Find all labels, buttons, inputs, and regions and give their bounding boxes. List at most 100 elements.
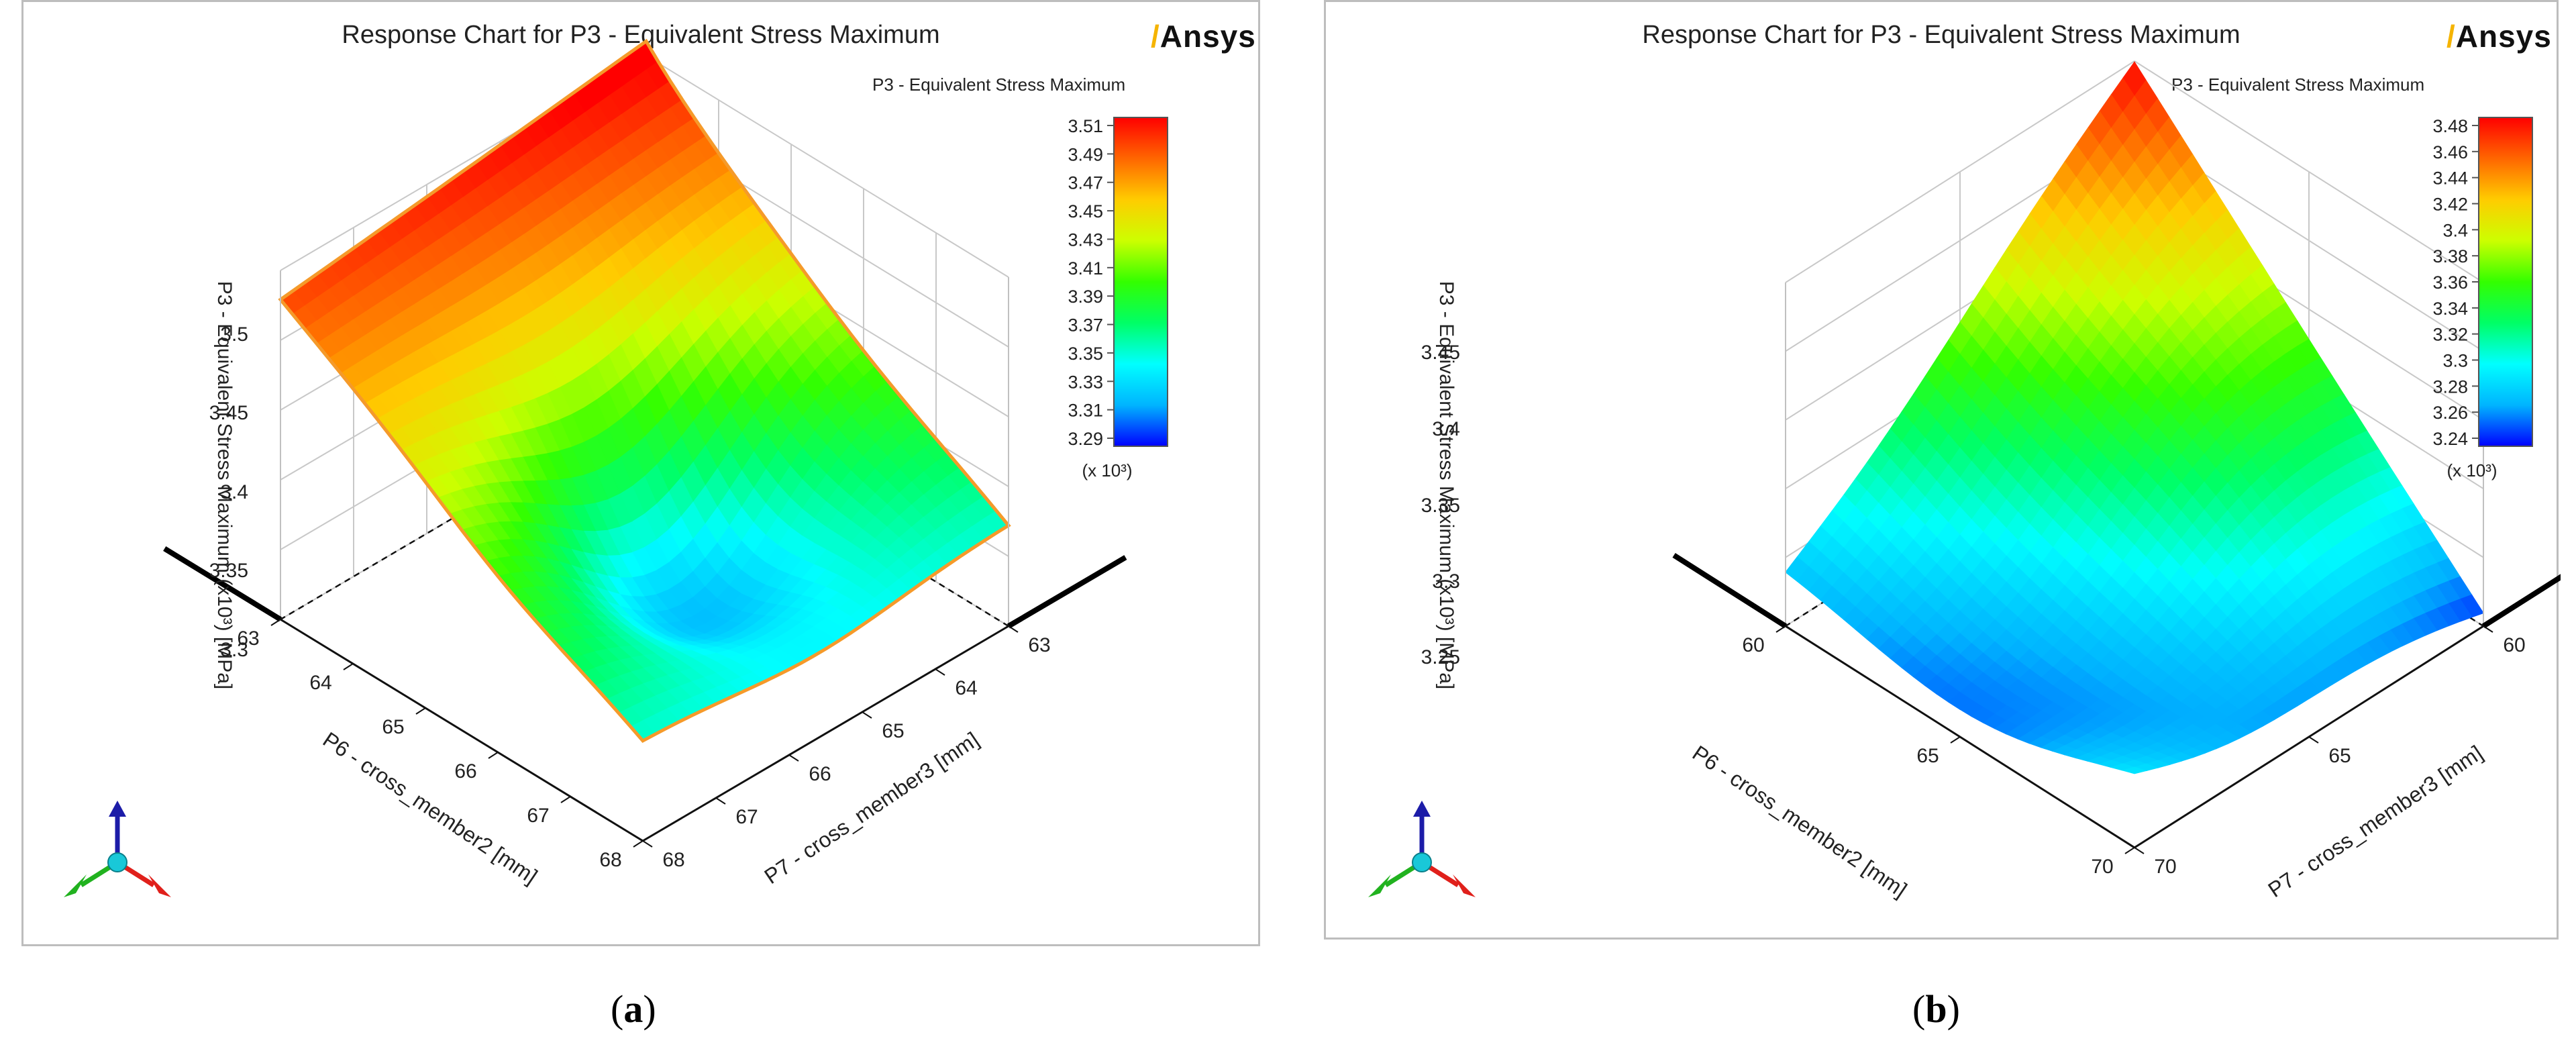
triad-x-arrow [148, 874, 171, 897]
x-tick [343, 663, 354, 670]
surface-plot-b[interactable]: 60 65 70 60 65 70 3.45 3.4 3.35 3.3 3.25 P6 - cross… [1326, 2, 2561, 942]
z-tick-label: 3.4 [220, 481, 248, 503]
caption-b: (b) [1912, 987, 1960, 1031]
x-tick-label: 63 [237, 627, 259, 650]
y-tick-label: 65 [882, 720, 904, 742]
y-tick [642, 840, 653, 848]
colorbar-tick-label: 3.32 [2432, 325, 2468, 345]
colorbar-tick-label: 3.34 [2432, 299, 2468, 319]
y-tick [2308, 736, 2319, 744]
axis-stub [1007, 555, 1127, 629]
colorbar [2478, 117, 2533, 447]
colorbar-tick-label: 3.3 [2442, 351, 2468, 371]
grid-line [646, 55, 1009, 278]
colorbar-tick-label: 3.45 [1068, 201, 1103, 221]
x-axis-line [280, 618, 643, 842]
colorbar-tick-label: 3.43 [1068, 230, 1103, 250]
y-tick [2483, 625, 2493, 633]
x-axis-title: P6 - cross_member2 [mm] [1688, 741, 1912, 903]
x-tick [488, 752, 499, 759]
colorbar-tick-label: 3.49 [1068, 144, 1103, 164]
caption-a: (a) [611, 987, 656, 1031]
y-tick [862, 711, 872, 719]
colorbar-tick-label: 3.46 [2432, 142, 2468, 162]
colorbar-tick-label: 3.48 [2432, 116, 2468, 136]
y-axis-title: P7 - cross_member3 [mm] [2264, 741, 2487, 903]
chart-panel-b[interactable]: Response Chart for P3 - Equivalent Stres… [1324, 0, 2561, 942]
y-tick-label: 65 [2328, 745, 2351, 767]
colorbar-tick-label: 3.33 [1068, 372, 1103, 392]
x-tick-label: 60 [1742, 634, 1764, 656]
x-tick [1950, 736, 1961, 744]
x-tick-label: 67 [527, 805, 549, 827]
x-tick [415, 707, 426, 715]
z-tick-label: 3.35 [1421, 495, 1460, 517]
y-tick-label: 64 [955, 677, 977, 699]
chart-panel-a[interactable]: Response Chart for P3 - Equivalent Stres… [21, 0, 1260, 946]
y-tick [715, 797, 726, 805]
triad-y-arrow [1368, 874, 1391, 897]
y-tick-label: 68 [662, 849, 684, 871]
x-tick [1775, 625, 1786, 633]
colorbar-tick-label: 3.31 [1068, 401, 1103, 421]
z-tick-label: 3.3 [1432, 570, 1460, 593]
x-tick-label: 65 [382, 716, 404, 738]
orientation-triad [64, 801, 171, 897]
triad-y-arrow [64, 874, 87, 897]
colorbar-tick-label: 3.37 [1068, 315, 1103, 336]
ansys-logo: /Ansys [2446, 19, 2552, 54]
y-tick-label: 66 [809, 763, 831, 785]
x-tick [560, 796, 571, 803]
axis-stub [2481, 574, 2561, 629]
y-tick-label: 70 [2154, 856, 2176, 878]
x-tick-label: 65 [1916, 745, 1939, 767]
z-tick-label: 3.45 [1421, 342, 1460, 364]
x-tick-label: 68 [599, 849, 621, 871]
colorbar-title: P3 - Equivalent Stress Maximum [872, 74, 1126, 95]
y-tick [788, 754, 799, 762]
colorbar-tick-label: 3.4 [2442, 220, 2468, 240]
z-tick-label: 3.45 [209, 402, 248, 424]
colorbar-tick-label: 3.44 [2432, 168, 2468, 189]
surface-edge [278, 38, 1011, 744]
axis-stub [163, 546, 282, 622]
z-axis-title: P3 - Equivalent Stress Maximum (x10³) [M… [213, 281, 236, 690]
colorbar-tick-label: 3.42 [2432, 195, 2468, 215]
y-tick [2134, 847, 2145, 854]
grid-line [2134, 60, 2484, 283]
triad-origin [107, 852, 127, 872]
triad-x-arrow [1453, 874, 1476, 897]
colorbar-tick-label: 3.51 [1068, 116, 1103, 136]
response-surface [1785, 61, 2484, 774]
colorbar-multiplier: (x 10³) [2446, 460, 2497, 480]
surface-patch [2121, 766, 2148, 774]
colorbar-tick-label: 3.29 [1068, 429, 1103, 449]
colorbar-tick-label: 3.28 [2432, 376, 2468, 397]
y-tick-label: 67 [735, 806, 758, 828]
colorbar-tick-label: 3.41 [1068, 258, 1103, 279]
axis-stub [1672, 553, 1788, 629]
colorbar-tick-label: 3.35 [1068, 344, 1103, 364]
x-tick [270, 619, 281, 626]
x-tick [633, 840, 643, 848]
orientation-triad [1368, 801, 1476, 897]
y-tick-label: 60 [2503, 634, 2525, 656]
colorbar-tick-label: 3.26 [2432, 403, 2468, 423]
triad-z-arrow [1413, 801, 1431, 817]
x-tick-label: 70 [2091, 856, 2113, 878]
bounding-box [163, 270, 1127, 848]
surface-plot-a[interactable]: 63 64 65 66 67 68 63 64 65 66 67 68 3.5 3.45 3.4 3.35 3.… [23, 2, 1262, 948]
z-tick-label: 3.5 [220, 323, 248, 346]
y-tick [1008, 625, 1019, 633]
colorbar-tick-label: 3.36 [2432, 272, 2468, 293]
colorbar [1113, 117, 1168, 447]
y-axis-line [642, 625, 1009, 842]
colorbar-tick-label: 3.39 [1068, 287, 1103, 307]
triad-z-arrow [109, 801, 126, 817]
x-tick-label: 66 [454, 760, 476, 782]
y-tick [935, 668, 945, 676]
y-tick-label: 63 [1028, 634, 1050, 656]
ansys-logo: /Ansys [1151, 19, 1256, 54]
x-tick [2124, 847, 2135, 854]
colorbar-tick-label: 3.24 [2432, 429, 2468, 449]
